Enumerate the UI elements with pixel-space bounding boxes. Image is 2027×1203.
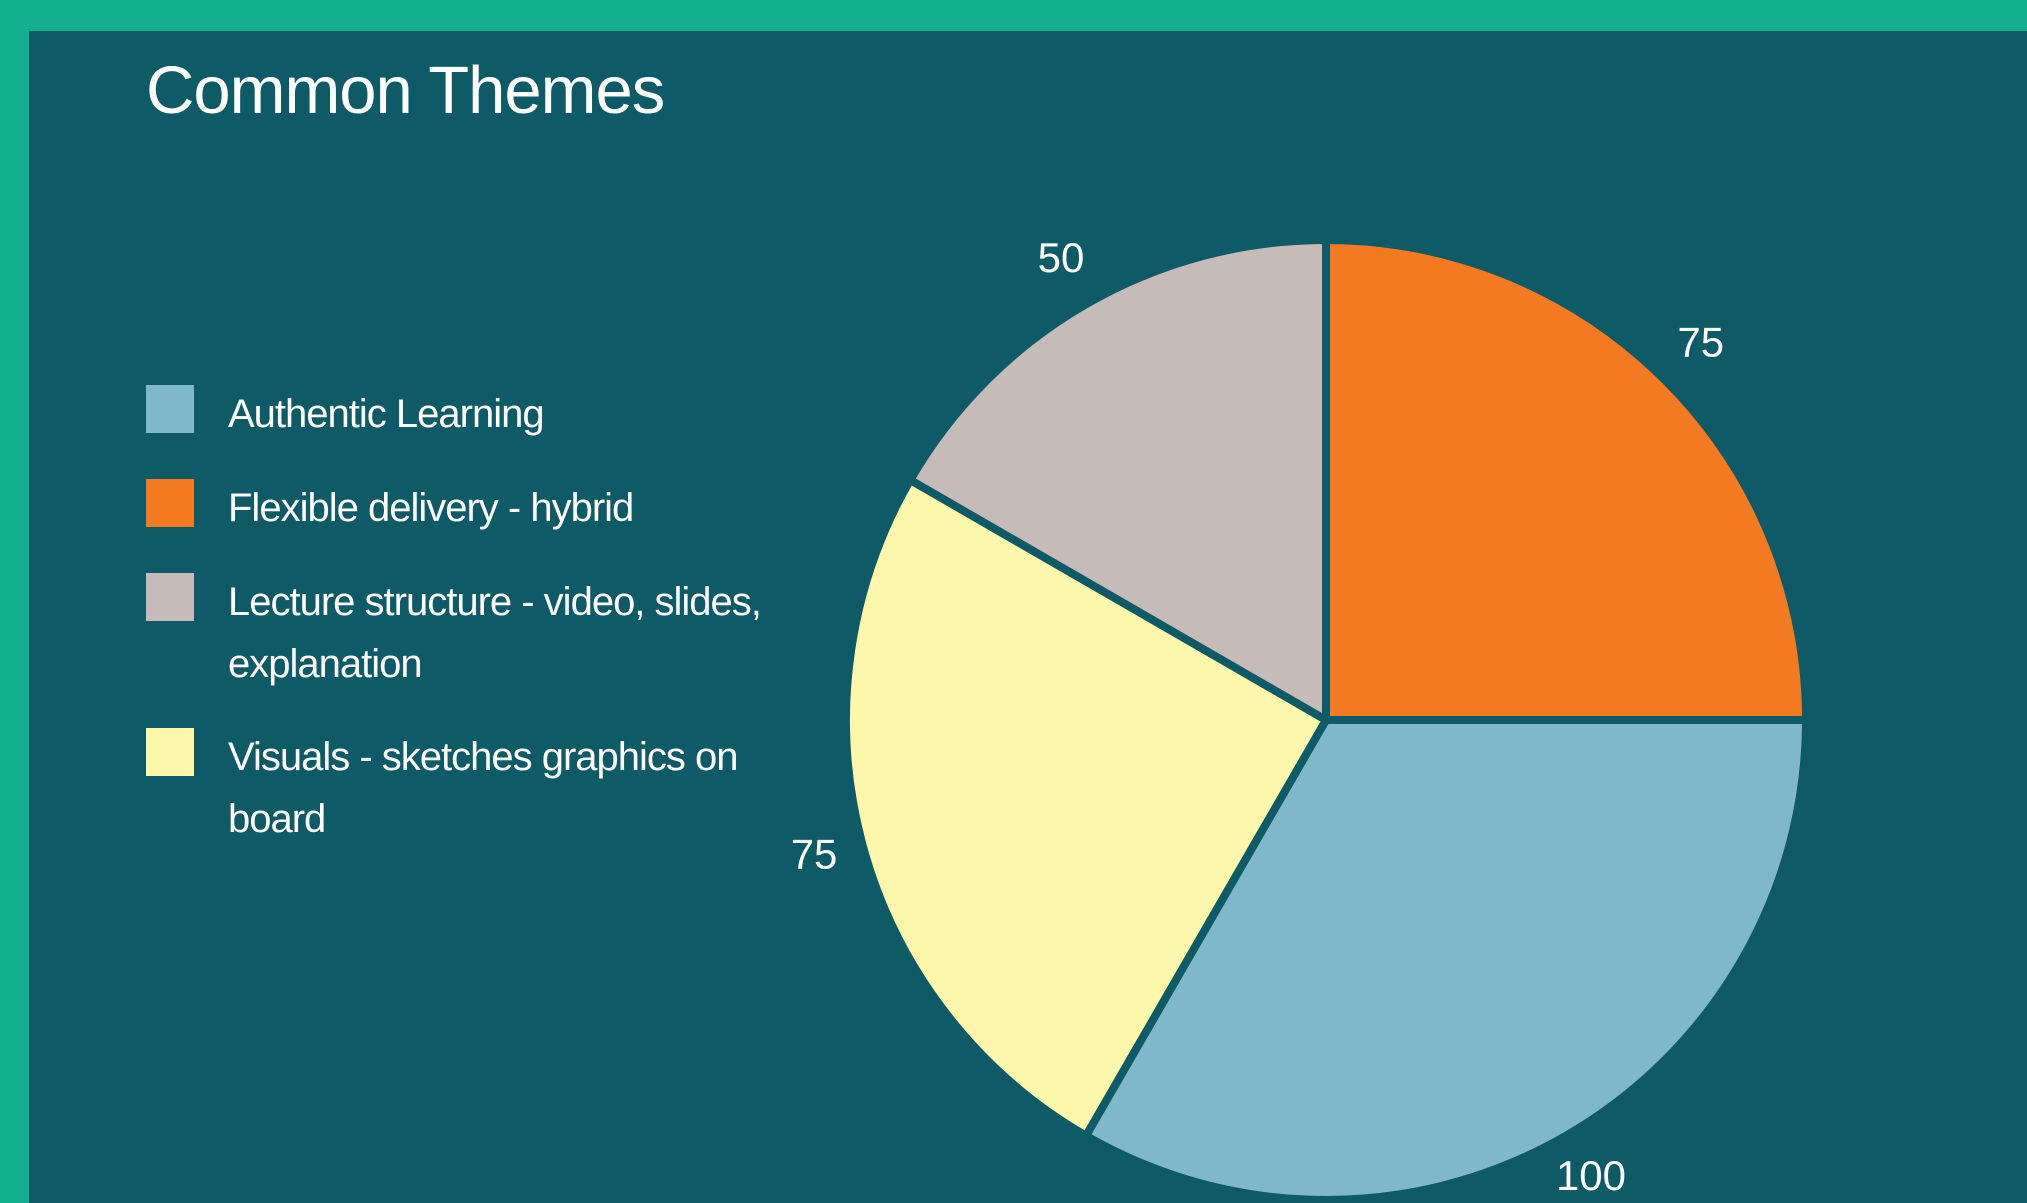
chart-title: Common Themes xyxy=(146,53,665,128)
legend-swatch xyxy=(146,385,194,433)
slide-panel: Common Themes Authentic Learning Flexibl… xyxy=(29,31,2027,1203)
pie-slice-flexible-delivery xyxy=(1322,236,1810,724)
pie-chart: 75 100 75 50 xyxy=(791,234,1810,1203)
data-label-authentic-learning: 100 xyxy=(1556,1152,1626,1199)
legend-swatch xyxy=(146,573,194,621)
data-label-flexible-delivery: 75 xyxy=(1677,318,1724,365)
legend-label: Flexible delivery - hybrid xyxy=(228,486,634,530)
legend-swatch xyxy=(146,728,194,776)
legend-label: Authentic Learning xyxy=(228,392,545,436)
legend-label: Lecture structure - video, slides, expla… xyxy=(228,580,762,686)
data-label-visuals: 75 xyxy=(791,830,838,877)
legend-label: Visuals - sketches graphics on board xyxy=(228,735,739,841)
pie-slice-lecture-structure xyxy=(906,236,1330,724)
legend-swatch xyxy=(146,479,194,527)
pie-slice-authentic-learning xyxy=(1082,716,1810,1203)
data-label-lecture-structure: 50 xyxy=(1038,234,1085,281)
pie-slice-visuals xyxy=(842,476,1330,1140)
